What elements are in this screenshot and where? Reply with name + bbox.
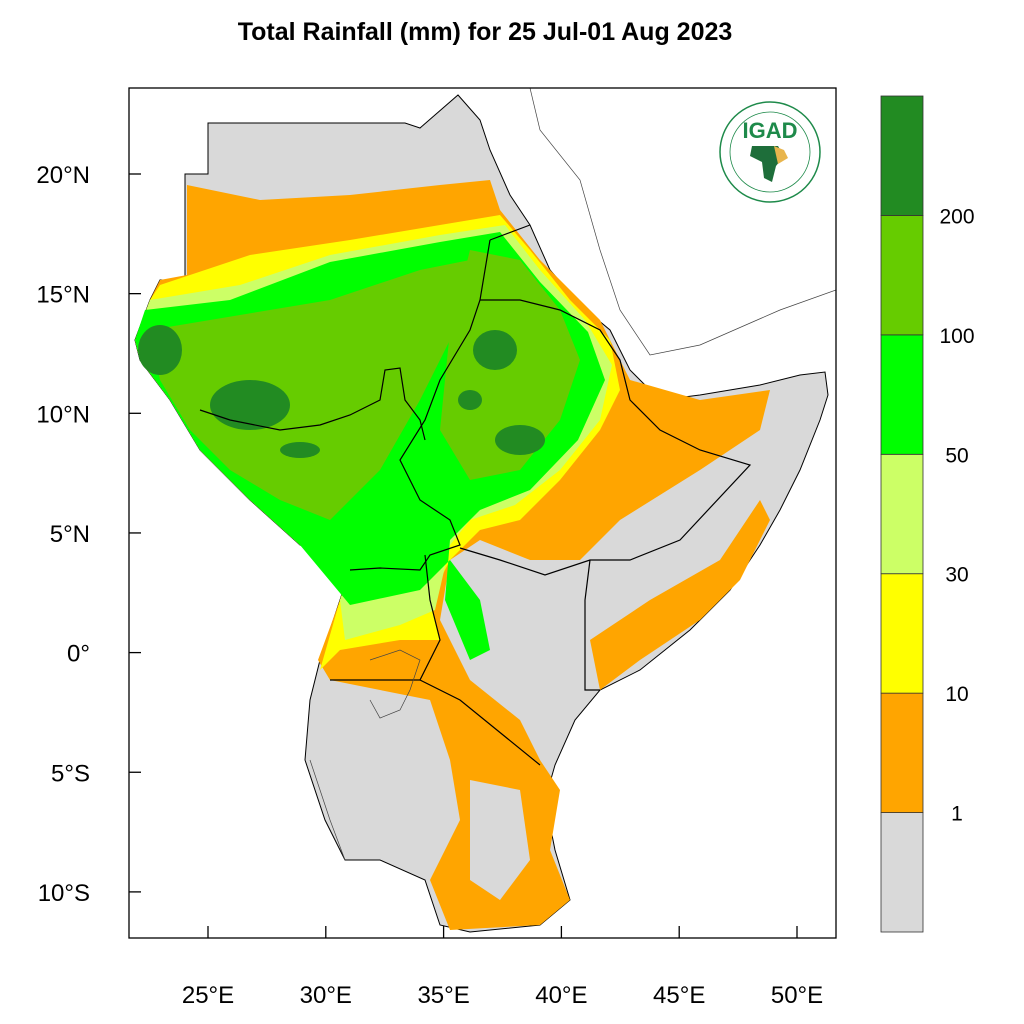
rain-over-200mm bbox=[138, 325, 545, 458]
y-tick-label: 5°N bbox=[50, 521, 90, 548]
x-tick-label: 45°E bbox=[653, 982, 705, 1009]
colorbar-bin bbox=[880, 692, 924, 813]
rainfall-field bbox=[134, 88, 836, 933]
colorbar-label: 10 bbox=[945, 683, 968, 706]
y-tick-label: 5°S bbox=[51, 760, 90, 787]
colorbar-bin bbox=[880, 812, 924, 933]
colorbar-label: 50 bbox=[945, 444, 968, 467]
rain-1-10mm-coast bbox=[590, 500, 770, 690]
x-tick-label: 30°E bbox=[300, 982, 352, 1009]
dry-patch bbox=[490, 575, 590, 720]
axis-ticks: 25°E 30°E 35°E 40°E 45°E 50°E 20°N 15°N 10°N 5°N 0… bbox=[36, 162, 823, 1009]
x-tick-label: 50°E bbox=[771, 982, 823, 1009]
x-tick-label: 25°E bbox=[182, 982, 234, 1009]
x-tick-label: 40°E bbox=[535, 982, 587, 1009]
y-tick-label: 15°N bbox=[36, 282, 90, 309]
colorbar-bin bbox=[880, 573, 924, 694]
colorbar-bin bbox=[880, 334, 924, 455]
y-tick-label: 0° bbox=[67, 641, 90, 668]
y-tick-label: 10°N bbox=[36, 401, 90, 428]
neighbour-outlines bbox=[309, 88, 836, 861]
map-title: Total Rainfall (mm) for 25 Jul-01 Aug 20… bbox=[237, 18, 733, 46]
colorbar-bin bbox=[880, 215, 924, 336]
x-tick-label: 35°E bbox=[417, 982, 469, 1009]
plot-frame bbox=[128, 87, 837, 939]
colorbar-label: 100 bbox=[939, 325, 974, 348]
logo-text: IGAD bbox=[743, 118, 798, 143]
colorbar-legend: 1 10 30 50 100 200 bbox=[880, 95, 975, 933]
y-tick-label: 10°S bbox=[38, 880, 90, 907]
dry-patch-2 bbox=[470, 780, 530, 900]
colorbar-bin bbox=[880, 453, 924, 575]
colorbar-bin bbox=[880, 95, 924, 216]
igad-logo: IGAD bbox=[719, 101, 821, 203]
country-borders bbox=[199, 224, 752, 766]
colorbar-label: 200 bbox=[939, 205, 974, 228]
rain-100-200mm bbox=[150, 250, 580, 520]
colorbar-label: 1 bbox=[951, 803, 963, 826]
y-tick-label: 20°N bbox=[36, 162, 90, 189]
colorbar-label: 30 bbox=[945, 564, 968, 587]
